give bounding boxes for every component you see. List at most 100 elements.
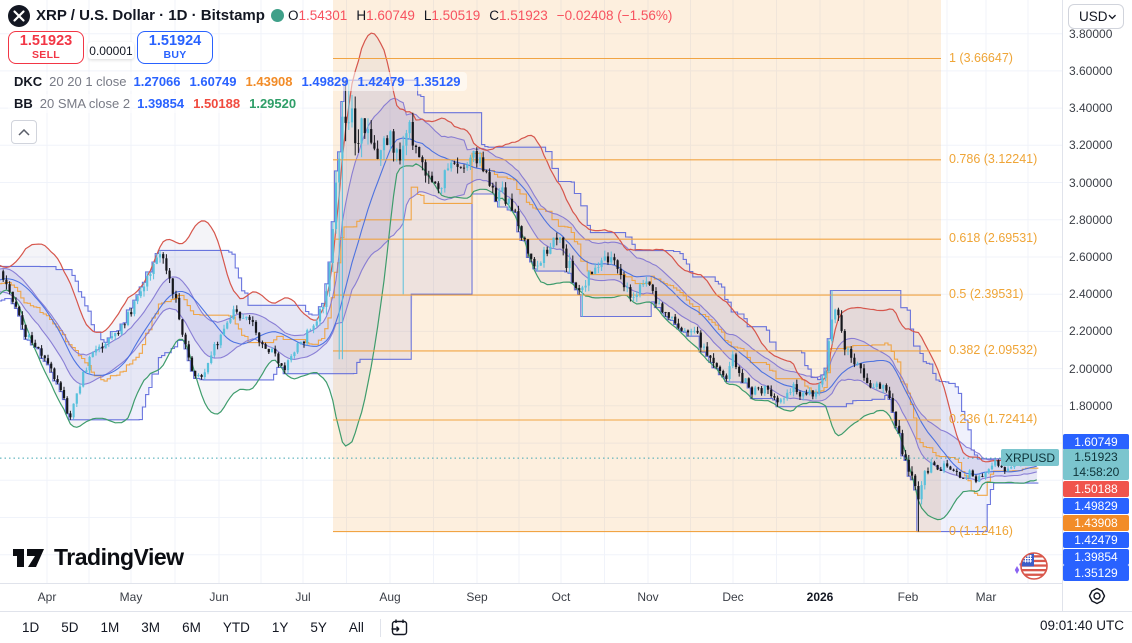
change-value: −0.02408 (−1.56%) (556, 8, 673, 23)
sell-label: SELL (31, 48, 61, 61)
calendar-arrow-icon (391, 619, 408, 636)
time-axis-label: 2026 (806, 590, 834, 604)
fib-level-label: 0 (1.12416) (949, 524, 1013, 538)
fib-level-label: 0.786 (3.12241) (949, 152, 1038, 166)
buy-price: 1.51924 (148, 33, 202, 50)
range-button-all[interactable]: All (348, 620, 364, 635)
price-axis-tick: 1.80000 (1069, 399, 1113, 413)
range-button-1d[interactable]: 1D (22, 620, 40, 635)
time-axis-label: Feb (897, 590, 919, 604)
indicator-params-dkc: 20 20 1 close (49, 74, 127, 89)
collapse-indicators-button[interactable] (11, 120, 37, 144)
range-button-3m[interactable]: 3M (141, 620, 161, 635)
sell-button[interactable]: 1.51923 SELL (8, 31, 84, 64)
range-button-5y[interactable]: 5Y (310, 620, 327, 635)
clock-utc[interactable]: 09:01:40 UTC (1039, 618, 1124, 633)
close-value: 1.51923 (498, 8, 548, 23)
range-button-1y[interactable]: 1Y (271, 620, 289, 635)
open-value: 1.54301 (298, 8, 348, 23)
indicator-price-label: 1.39854 (1063, 549, 1129, 565)
go-to-date-button[interactable] (389, 617, 411, 639)
range-button-1m[interactable]: 1M (100, 620, 120, 635)
indicator-price-label: 1.43908 (1063, 515, 1129, 531)
us-market-holiday-flag-icon[interactable] (1012, 549, 1050, 583)
indicator-name-dkc[interactable]: DKC (14, 74, 43, 89)
tradingview-logo[interactable]: TradingView (12, 544, 184, 571)
indicator-value: 1.49829 (301, 74, 349, 89)
time-axis-label: Mar (975, 590, 997, 604)
indicator-price-label: 1.49829 (1063, 498, 1129, 514)
low-value: 1.50519 (431, 8, 481, 23)
fib-level-label: 0.5 (2.39531) (949, 287, 1024, 301)
price-axis-tick: 2.40000 (1069, 287, 1113, 301)
indicator-price-label: 1.60749 (1063, 434, 1129, 450)
indicator-value: 1.43908 (245, 74, 293, 89)
indicator-price-label: 1.35129 (1063, 565, 1129, 581)
indicator-value: 1.60749 (189, 74, 237, 89)
price-axis-tick: 3.80000 (1069, 27, 1113, 41)
buy-label: BUY (163, 48, 187, 61)
fib-level-label: 0.236 (1.72414) (949, 412, 1038, 426)
close-label: C (489, 8, 499, 23)
price-axis-tick: 3.20000 (1069, 138, 1113, 152)
xrp-symbol-logo-icon[interactable] (8, 5, 30, 27)
indicator-value: 1.27066 (133, 74, 181, 89)
time-axis-label: Nov (637, 590, 659, 604)
price-axis-tick: 3.40000 (1069, 101, 1113, 115)
toolbar-separator (379, 618, 381, 637)
price-axis-tick: 2.60000 (1069, 250, 1113, 264)
time-axis-label: Oct (551, 590, 571, 604)
time-axis-label: May (119, 590, 143, 604)
indicator-value: 1.42479 (357, 74, 405, 89)
chevron-down-icon (1107, 14, 1116, 19)
legend-row-dkc[interactable]: DKC 20 20 1 close 1.27066 1.60749 1.43908 1… (8, 72, 467, 91)
buy-button[interactable]: 1.51924 BUY (137, 31, 213, 64)
low-label: L (423, 8, 432, 23)
symbol-title[interactable]: XRP / U.S. Dollar · 1D · Bitstamp (36, 7, 265, 24)
currency-dropdown[interactable]: USD (1068, 4, 1124, 29)
indicator-name-bb[interactable]: BB (14, 96, 33, 111)
indicator-price-label: 1.50188 (1063, 481, 1129, 497)
range-button-ytd[interactable]: YTD (222, 620, 250, 635)
chart-pane[interactable] (0, 0, 1062, 583)
time-axis-settings-gear-icon[interactable] (1088, 587, 1106, 605)
tradingview-logo-text: TradingView (54, 544, 184, 570)
price-axis-tick: 3.60000 (1069, 64, 1113, 78)
currency-label: USD (1079, 9, 1108, 24)
fib-level-label: 1 (3.66647) (949, 51, 1013, 65)
price-axis-tick: 2.00000 (1069, 362, 1113, 376)
bar-countdown: 14:58:20 (1072, 464, 1120, 479)
time-axis-label: Dec (722, 590, 744, 604)
symbol-price-tag: XRPUSD (1001, 449, 1059, 466)
time-axis[interactable] (0, 583, 1062, 611)
bottom-toolbar: 1D 5D 1M 3M 6M YTD 1Y 5Y All (0, 611, 1132, 643)
price-axis-tick: 2.80000 (1069, 213, 1113, 227)
range-button-6m[interactable]: 6M (182, 620, 201, 635)
legend-row-bb[interactable]: BB 20 SMA close 2 1.39854 1.50188 1.29520 (8, 94, 303, 113)
time-axis-label: Jul (295, 590, 311, 604)
fib-level-label: 0.382 (2.09532) (949, 343, 1038, 357)
fib-level-label: 0.618 (2.69531) (949, 231, 1038, 245)
price-axis-tick: 2.20000 (1069, 324, 1113, 338)
current-price-value: 1.51923 (1074, 450, 1118, 465)
indicator-values-dkc: 1.27066 1.60749 1.43908 1.49829 1.42479 1.351… (134, 74, 461, 89)
time-axis-label: Aug (379, 590, 401, 604)
market-open-dot-icon[interactable] (271, 9, 284, 22)
tradingview-logo-icon (13, 548, 44, 567)
time-axis-label: Apr (37, 590, 57, 604)
open-label: O (288, 8, 299, 23)
sell-price: 1.51923 (19, 33, 73, 50)
indicator-value: 1.50188 (193, 96, 241, 111)
indicator-values-bb: 1.39854 1.50188 1.29520 (137, 96, 296, 111)
ohlc-values: O1.54301 H1.60749 L1.50519 C1.51923 −0.0… (288, 8, 672, 23)
time-axis-label: Sep (466, 590, 488, 604)
spread-value: 0.00001 (88, 42, 134, 59)
high-label: H (356, 8, 367, 23)
indicator-value: 1.35129 (413, 74, 461, 89)
indicator-params-bb: 20 SMA close 2 (39, 96, 131, 111)
high-value: 1.60749 (366, 8, 415, 23)
indicator-price-label: 1.42479 (1063, 532, 1129, 548)
range-button-5d[interactable]: 5D (61, 620, 79, 635)
indicator-value: 1.39854 (137, 96, 185, 111)
